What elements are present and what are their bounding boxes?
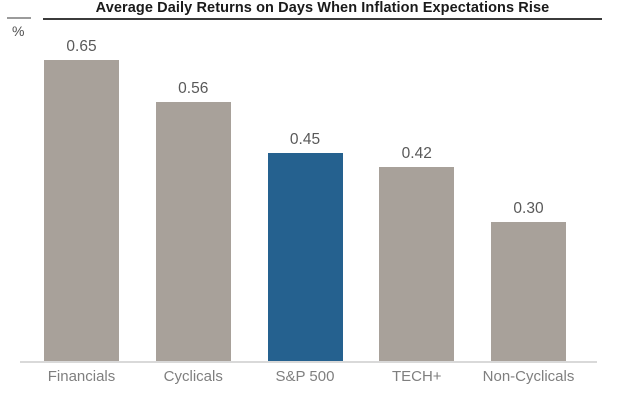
bar-tech	[379, 167, 455, 361]
bar-value-label-cyclicals: 0.56	[178, 80, 209, 97]
bar-non-cyclicals	[491, 222, 566, 361]
bar-value-label-s-p-500: 0.45	[289, 131, 321, 148]
bar-s-p-500	[267, 153, 343, 361]
bar-value-label-tech: 0.42	[401, 145, 432, 162]
bar-financials	[44, 60, 119, 361]
bar-value-label-non-cyclicals: 0.30	[513, 200, 544, 217]
x-axis-label-s-p-500: S&P 500	[275, 368, 335, 385]
chart-title: Average Daily Returns on Days When Infla…	[43, 0, 602, 20]
x-axis-label-non-cyclicals: Non-Cyclicals	[482, 368, 575, 385]
x-axis-line	[20, 361, 597, 363]
bar-cyclicals	[155, 102, 231, 361]
x-axis-label-financials: Financials	[47, 368, 116, 385]
x-axis-label-cyclicals: Cyclicals	[163, 368, 223, 385]
x-axis-label-tech: TECH+	[391, 368, 442, 385]
top-left-axis-dash	[7, 17, 31, 19]
y-axis-unit-label: %	[12, 23, 25, 39]
bar-value-label-financials: 0.65	[66, 38, 97, 55]
